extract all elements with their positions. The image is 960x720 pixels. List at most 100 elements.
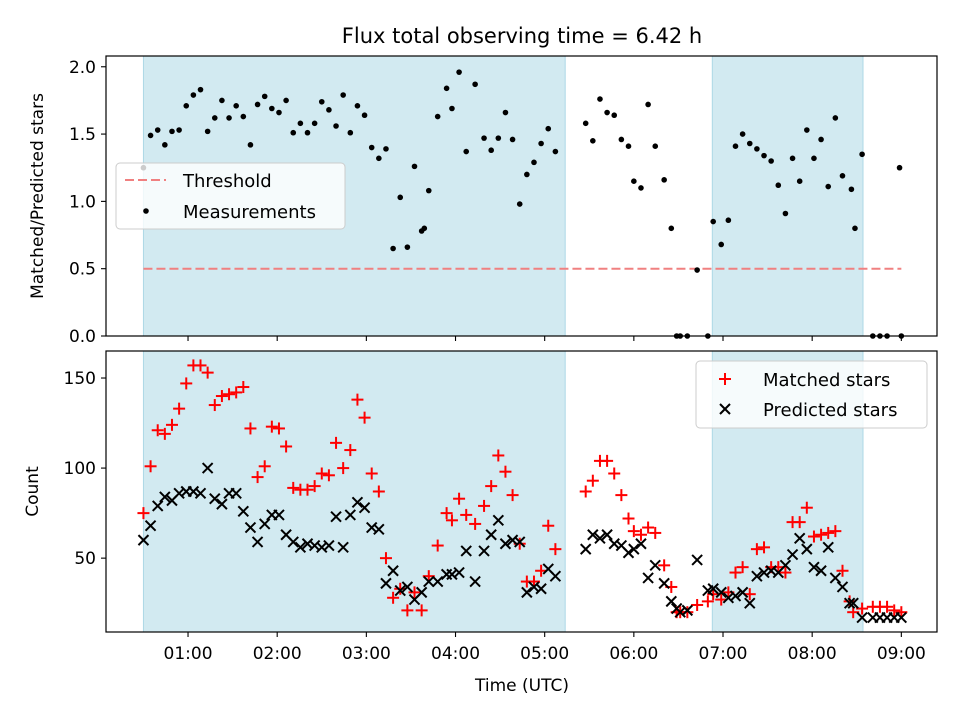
predicted-star-marker bbox=[579, 543, 592, 555]
legend-measurements-swatch bbox=[143, 208, 149, 214]
matched-star-marker bbox=[856, 602, 869, 615]
predicted-star-marker bbox=[159, 491, 171, 503]
matched-star-marker bbox=[750, 543, 763, 556]
ratio-axes-frame bbox=[105, 55, 938, 337]
predicted-star-marker bbox=[649, 559, 661, 572]
measurement-point bbox=[509, 136, 516, 143]
predicted-star-marker bbox=[387, 565, 399, 577]
x-tick-label: 01:00 bbox=[164, 644, 213, 664]
matched-star-marker bbox=[888, 604, 901, 617]
matched-star-marker bbox=[642, 521, 655, 534]
matched-star-marker bbox=[351, 393, 364, 406]
count-ticks: 01:00 02:00 03:00 04:00 05:00 06:00 07:00 08:00… bbox=[64, 369, 926, 664]
predicted-star-marker bbox=[681, 604, 694, 617]
predicted-star-marker bbox=[601, 529, 613, 541]
predicted-star-marker bbox=[415, 586, 428, 599]
measurement-point bbox=[162, 142, 168, 148]
measurement-point bbox=[183, 103, 190, 109]
matched-star-marker bbox=[822, 526, 835, 539]
predicted-star-marker bbox=[658, 577, 670, 590]
matched-star-marker bbox=[322, 469, 335, 482]
matched-star-marker bbox=[344, 444, 357, 457]
matched-star-marker bbox=[387, 591, 400, 604]
matched-star-marker bbox=[287, 481, 300, 494]
x-tick-label: 06:00 bbox=[609, 644, 658, 664]
legend-matched-label: Matched stars bbox=[763, 370, 890, 391]
matched-star-marker bbox=[173, 402, 186, 415]
measurement-point bbox=[233, 103, 239, 109]
matched-star-marker bbox=[453, 492, 466, 505]
matched-star-marker bbox=[180, 377, 193, 390]
predicted-star-marker bbox=[856, 611, 868, 624]
predicted-star-marker bbox=[793, 532, 806, 545]
predicted-star-marker bbox=[230, 487, 242, 500]
ratio-panel: 0.00.51.01.52.0 Matched/Predicted stars … bbox=[28, 55, 938, 347]
measurement-point bbox=[154, 127, 161, 133]
matched-star-marker bbox=[729, 566, 742, 579]
measurement-point bbox=[710, 218, 717, 225]
predicted-star-marker bbox=[137, 534, 150, 546]
matched-star-marker bbox=[315, 467, 328, 480]
matched-star-marker bbox=[586, 474, 599, 487]
legend-predicted-swatch bbox=[719, 403, 731, 415]
measurement-point bbox=[204, 128, 211, 135]
matched-star-marker bbox=[251, 471, 264, 484]
predicted-star-marker bbox=[715, 586, 727, 599]
matched-star-marker bbox=[215, 390, 228, 403]
matched-star-marker bbox=[337, 462, 350, 475]
predicted-star-marker bbox=[478, 545, 490, 557]
predicted-star-marker bbox=[492, 514, 505, 527]
measurement-point bbox=[782, 210, 789, 217]
legend-matched-swatch bbox=[719, 373, 731, 385]
matched-star-marker bbox=[499, 465, 512, 478]
measurement-point bbox=[597, 96, 603, 102]
x-tick-label: 08:00 bbox=[788, 644, 837, 664]
predicted-star-marker bbox=[622, 547, 635, 559]
measurement-point bbox=[488, 147, 494, 154]
predicted-star-marker bbox=[751, 570, 763, 582]
measurement-point bbox=[796, 178, 803, 184]
measurement-point bbox=[754, 146, 760, 152]
x-tick-label: 03:00 bbox=[342, 644, 391, 664]
measurement-point bbox=[811, 155, 817, 162]
ratio-legend-box bbox=[115, 162, 346, 230]
figure-title: Flux total observing time = 6.42 h bbox=[342, 24, 702, 48]
matched-star-marker bbox=[800, 501, 813, 514]
measurement-point bbox=[456, 69, 462, 75]
predicted-star-marker bbox=[729, 590, 742, 602]
predicted-star-marker bbox=[244, 521, 257, 534]
count-ylabel: Count bbox=[23, 466, 43, 517]
predicted-star-marker bbox=[822, 541, 834, 554]
measurement-point bbox=[347, 129, 354, 136]
x-tick-label: 05:00 bbox=[520, 644, 569, 664]
measurement-point bbox=[254, 101, 261, 108]
predicted-star-marker bbox=[401, 581, 414, 593]
measurement-point bbox=[852, 225, 858, 232]
measurement-point bbox=[652, 143, 659, 149]
matched-star-marker bbox=[401, 604, 414, 617]
x-tick-label: 09:00 bbox=[877, 644, 926, 664]
measurement-point bbox=[147, 132, 154, 139]
matched-star-marker bbox=[358, 411, 371, 424]
matched-star-marker bbox=[549, 543, 562, 556]
matched-star-marker bbox=[506, 489, 519, 502]
measurement-point bbox=[361, 112, 368, 119]
matched-star-marker bbox=[807, 530, 820, 543]
matched-star-marker bbox=[601, 454, 614, 467]
measurement-point bbox=[449, 105, 455, 112]
matched-star-marker bbox=[308, 480, 321, 493]
predicted-star-marker bbox=[499, 538, 512, 550]
measurement-point bbox=[582, 120, 589, 127]
predicted-star-marker bbox=[144, 520, 157, 532]
count-legend-box bbox=[695, 360, 928, 429]
measurement-point bbox=[631, 178, 637, 184]
matched-star-marker bbox=[237, 381, 250, 394]
matched-star-marker bbox=[627, 525, 640, 538]
measurement-point bbox=[761, 152, 767, 159]
measurement-point bbox=[276, 109, 282, 116]
predicted-star-marker bbox=[535, 583, 547, 595]
measurement-point bbox=[283, 97, 289, 104]
measurement-point bbox=[645, 101, 651, 108]
measurement-point bbox=[318, 98, 325, 105]
